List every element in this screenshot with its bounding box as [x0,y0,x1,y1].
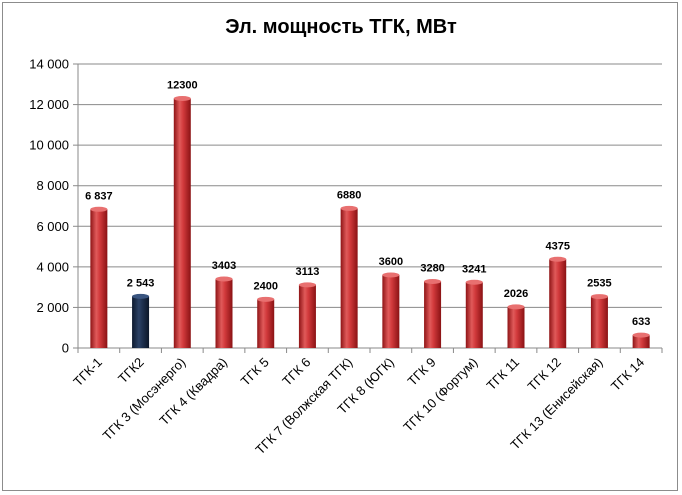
bar-body [424,281,442,348]
bar-body [257,299,275,348]
data-label: 3600 [379,256,403,268]
data-label: 2 543 [127,277,155,289]
category-label: ТГК 14 [608,355,647,394]
bar-body [215,278,233,348]
bar-body [298,284,316,348]
data-label: 633 [632,316,650,328]
category-label: ТГК2 [115,355,147,387]
bar-body [340,208,358,348]
data-label: 3280 [420,262,444,274]
data-label: 4375 [545,240,569,252]
bar-body [465,282,483,348]
bar-cap [549,256,567,262]
bar-cap [424,278,442,284]
bar-cap [173,95,191,101]
bar-body [382,274,400,348]
category-label: ТГК 12 [525,355,564,394]
y-tick-label: 0 [62,341,69,356]
bar-cap [215,276,233,282]
y-tick-label: 8 000 [36,178,69,193]
category-label: ТГК 9 [404,355,438,389]
data-label: 3241 [462,263,486,275]
bar-body [590,296,608,348]
y-tick-label: 4 000 [36,259,69,274]
grid-lines [78,63,662,308]
category-label: ТГК-1 [70,355,105,390]
bar-cap [590,294,608,300]
y-tick-label: 2 000 [36,300,69,315]
bar-cap [132,293,150,299]
data-label: 2535 [587,278,611,290]
bar-1 [90,206,108,348]
data-label: 2026 [504,288,528,300]
data-label: 6 837 [85,190,113,202]
data-label: 12300 [167,79,198,91]
bar-cap [507,304,525,310]
data-label: 3113 [295,266,319,278]
bar-cap [298,282,316,288]
bar-4 [215,276,233,348]
bar-body [90,209,108,348]
chart-frame [2,2,678,491]
bar-14 [632,332,650,348]
bar-cap [465,279,483,285]
bar-2 [132,293,150,348]
bar-12 [549,256,567,348]
bar-11 [507,304,525,348]
bar-body [632,335,650,348]
y-tick-label: 14 000 [29,57,69,72]
bar-7 [340,205,358,348]
bar-13 [590,294,608,348]
y-tick-label: 12 000 [29,97,69,112]
category-label: ТГК 5 [238,355,272,389]
bar-6 [298,282,316,348]
category-label: ТГК 11 [483,355,522,394]
bar-9 [424,278,442,348]
axes [73,63,663,353]
bar-cap [382,272,400,278]
bar-cap [90,206,108,212]
bar-body [132,296,150,348]
bar-body [173,98,191,348]
category-label: ТГК 6 [279,355,313,389]
y-tick-label: 6 000 [36,219,69,234]
category-label: ТГК 10 (Фортум) [400,355,480,435]
bar-3 [173,95,191,348]
bar-5 [257,296,275,348]
bar-body [507,306,525,348]
bar-cap [340,205,358,211]
bar-cap [257,296,275,302]
y-tick-label: 10 000 [29,138,69,153]
bars [90,95,650,348]
data-label: 6880 [337,189,361,201]
data-label: 2400 [253,280,277,292]
bar-cap [632,332,650,338]
bar-8 [382,272,400,348]
data-label: 3403 [212,260,236,272]
chart-title: Эл. мощность ТГК, МВт [225,16,457,38]
bar-10 [465,279,483,348]
bar-body [549,259,567,348]
